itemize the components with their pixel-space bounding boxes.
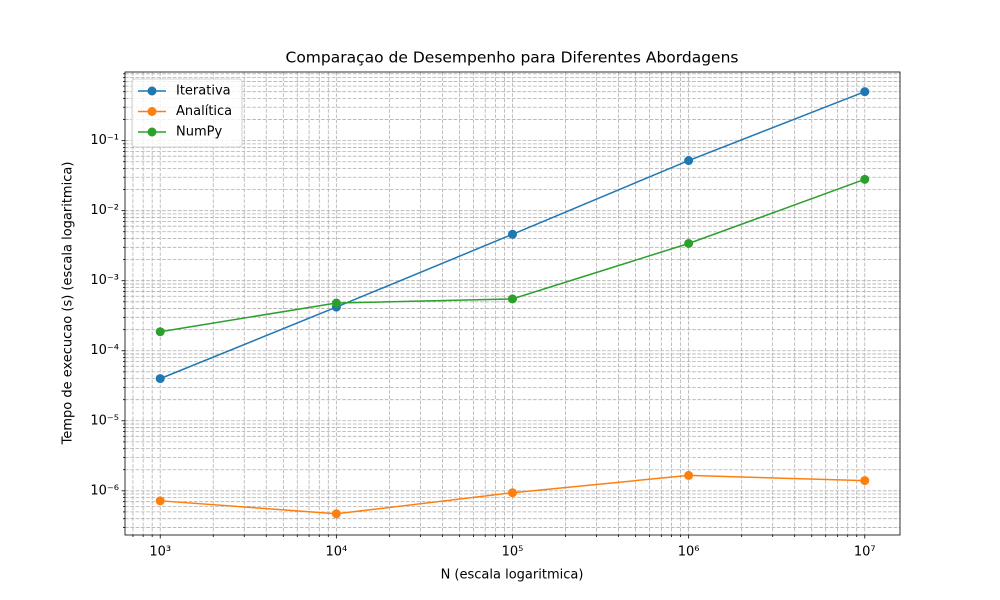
plot-frame	[124, 71, 901, 536]
point	[155, 327, 165, 337]
point	[331, 298, 341, 308]
point	[331, 509, 341, 519]
x-tick-label: 10⁵	[502, 545, 524, 560]
legend-marker	[147, 127, 157, 137]
x-axis-label: N (escala logaritmica)	[441, 568, 584, 583]
point	[860, 87, 870, 97]
x-tick-label: 10⁷	[854, 545, 876, 560]
legend-marker	[147, 86, 157, 96]
y-tick-label: 10⁻¹	[90, 133, 119, 148]
point	[684, 238, 694, 248]
point	[684, 156, 694, 166]
legend-label: Analítica	[176, 104, 232, 119]
point	[860, 174, 870, 184]
x-tick-label: 10⁶	[678, 545, 700, 560]
y-tick-label: 10⁻³	[90, 273, 119, 288]
legend-label: NumPy	[176, 125, 222, 140]
x-tick-label: 10³	[149, 545, 171, 560]
point	[507, 488, 517, 498]
point	[507, 294, 517, 304]
point	[860, 476, 870, 486]
y-tick-label: 10⁻⁴	[90, 343, 119, 358]
point	[155, 496, 165, 506]
y-tick-label: 10⁻⁶	[90, 483, 119, 498]
point	[684, 470, 694, 480]
y-tick-label: 10⁻⁵	[90, 413, 119, 428]
legend-label: Iterativa	[176, 84, 231, 99]
point	[507, 229, 517, 239]
x-tick-label: 10⁴	[325, 545, 347, 560]
y-tick-label: 10⁻²	[90, 203, 119, 218]
legend-marker	[147, 107, 157, 116]
point	[155, 374, 165, 384]
y-axis-label: Tempo de execucao (s) (escala logaritmic…	[61, 162, 76, 446]
chart-title: Comparaçao de Desempenho para Diferentes…	[286, 49, 739, 67]
legend-box	[131, 78, 243, 148]
